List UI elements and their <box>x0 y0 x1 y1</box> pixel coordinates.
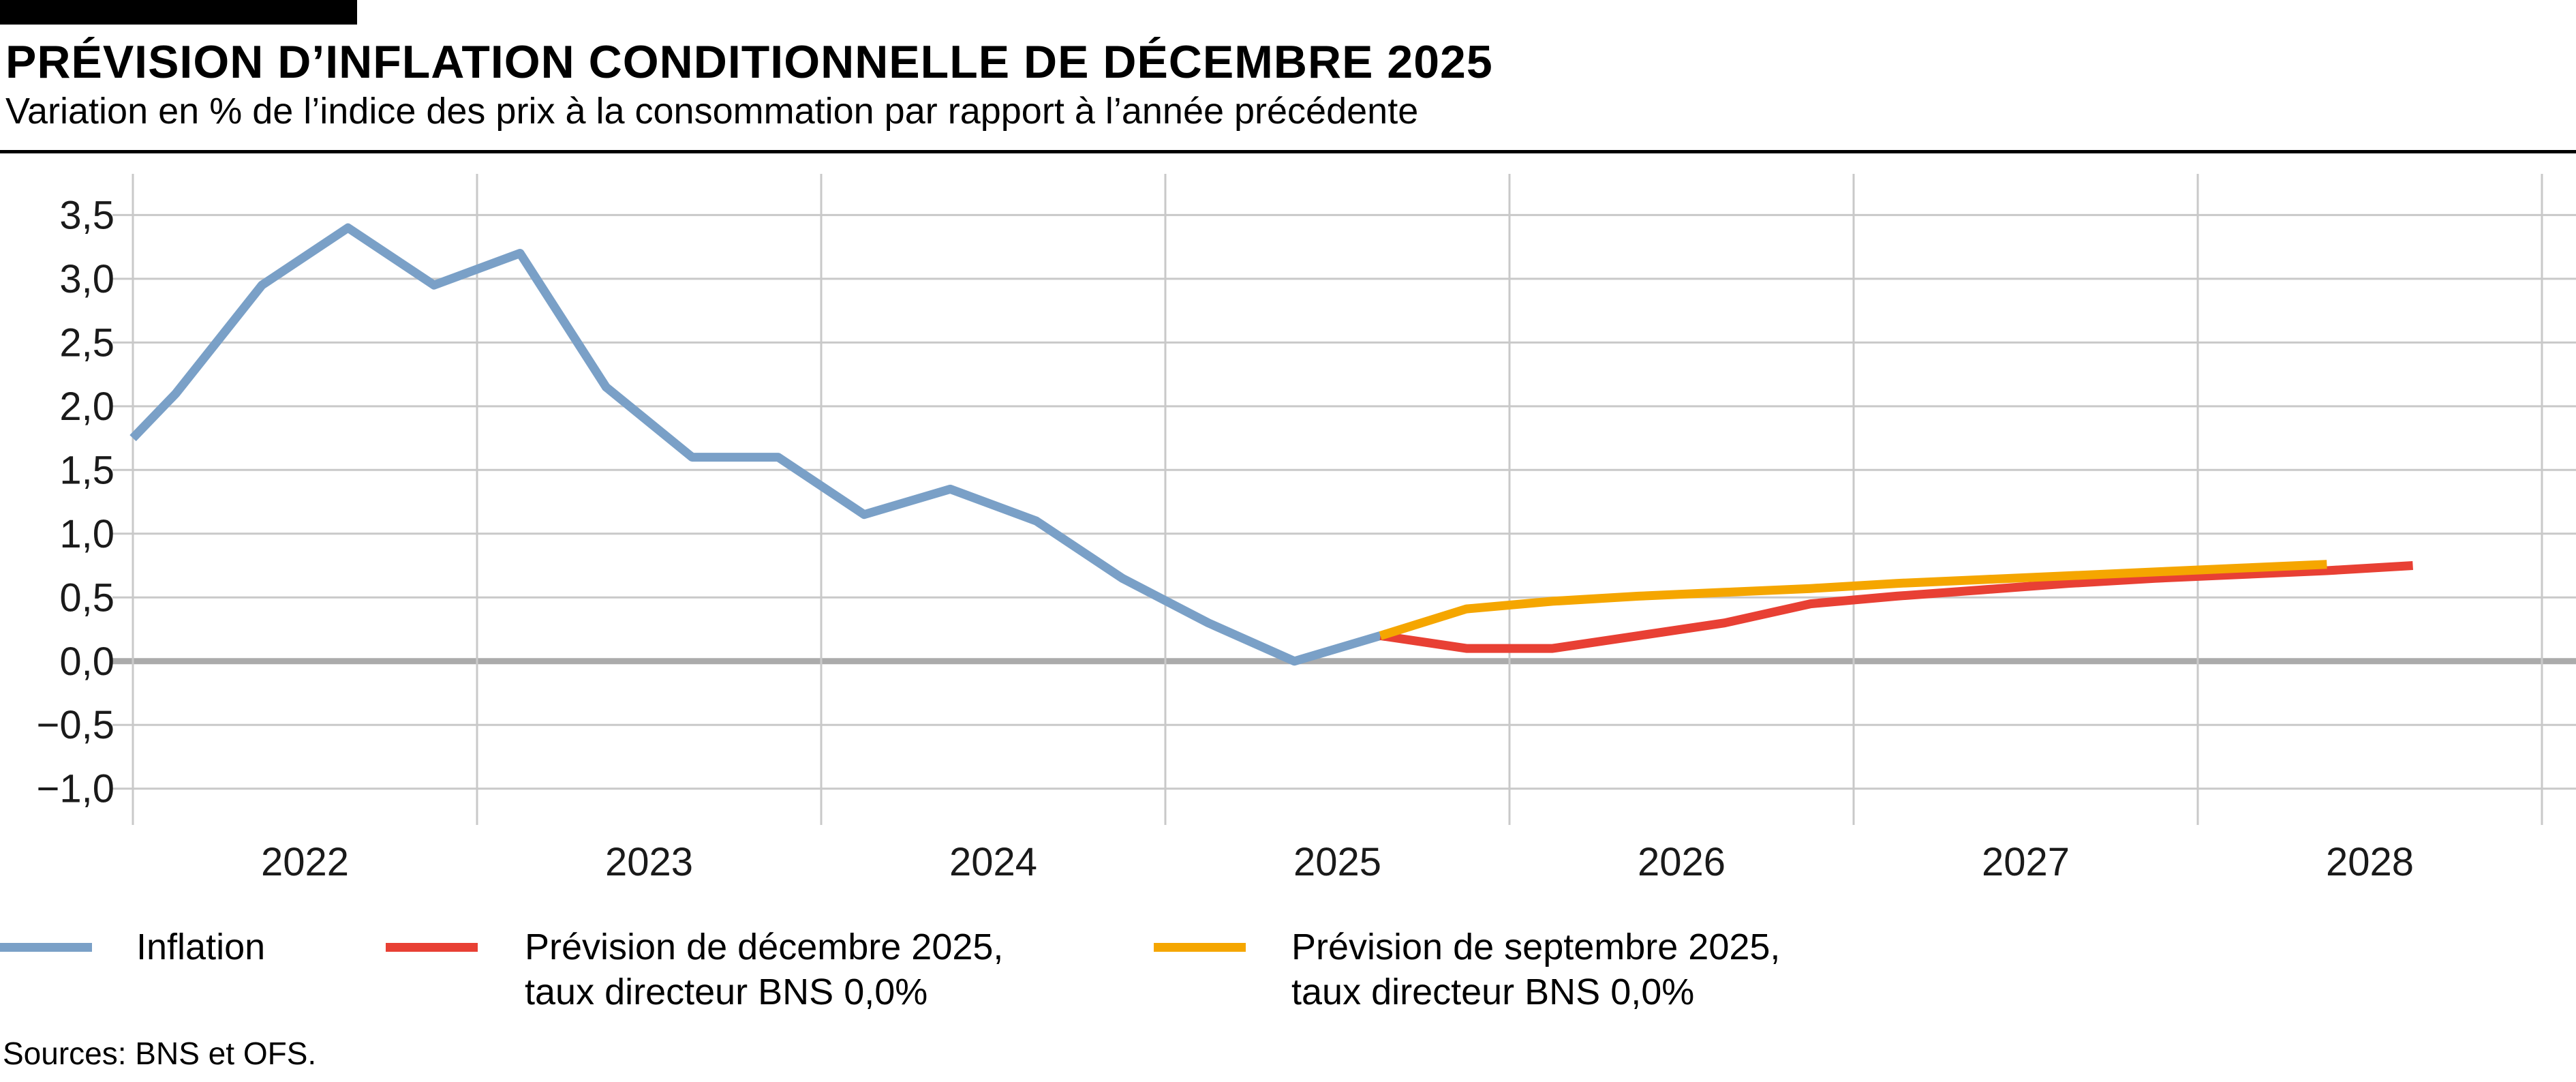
x-tick-label: 2025 <box>1293 840 1381 884</box>
x-tick-label: 2023 <box>605 840 693 884</box>
x-tick-label: 2024 <box>949 840 1037 884</box>
y-axis-tick-labels: 3,5 3,0 2,5 2,0 1,5 1,0 0,5 0,0 −0,5 −1,0 <box>37 193 115 811</box>
x-tick-label: 2026 <box>1638 840 1726 884</box>
y-tick-label: −1,0 <box>37 767 115 811</box>
legend-swatch-forecast-december <box>386 943 478 952</box>
legend-label-line: Inflation <box>136 927 266 967</box>
header-black-bar <box>0 0 357 25</box>
x-axis-tick-labels: 2022 2023 2024 2025 2026 2027 2028 <box>261 840 2414 884</box>
y-tick-label: 3,0 <box>59 257 114 301</box>
page-title: PRÉVISION D’INFLATION CONDITIONNELLE DE … <box>5 36 1493 88</box>
y-tick-label: 1,5 <box>59 448 114 492</box>
sources-note: Sources: BNS et OFS. <box>3 1036 317 1071</box>
y-tick-label: −0,5 <box>37 703 115 747</box>
page-subtitle: Variation en % de l’indice des prix à la… <box>5 91 1419 132</box>
header-rule <box>0 150 2576 153</box>
y-tick-label: 0,0 <box>59 640 114 684</box>
legend-label-line: taux directeur BNS 0,0% <box>525 972 928 1012</box>
series-line-prevision-de-decembre-2025-taux-directeu <box>1379 561 2413 653</box>
series-line-prevision-de-septembre-2025-taux-directe <box>1379 560 2327 640</box>
vertical-gridlines <box>132 174 2543 825</box>
y-tick-label: 3,5 <box>59 193 114 237</box>
x-tick-label: 2022 <box>261 840 349 884</box>
y-tick-label: 2,5 <box>59 320 114 365</box>
y-tick-label: 1,0 <box>59 512 114 556</box>
x-tick-label: 2027 <box>1982 840 2070 884</box>
legend-swatch-forecast-september <box>1154 943 1246 952</box>
legend-label-forecast-december: Prévision de décembre 2025, taux directe… <box>525 925 1003 1015</box>
legend-swatch-inflation <box>0 943 92 952</box>
x-tick-label: 2028 <box>2326 840 2414 884</box>
legend-label-forecast-september: Prévision de septembre 2025, taux direct… <box>1291 925 1780 1015</box>
legend-label-line: Prévision de décembre 2025, <box>525 927 1004 967</box>
y-tick-label: 0,5 <box>59 575 114 620</box>
y-tick-label: 2,0 <box>59 385 114 429</box>
series-line-inflation <box>129 223 1382 666</box>
legend-label-line: Prévision de septembre 2025, <box>1291 927 1781 967</box>
horizontal-gridlines <box>112 213 2576 790</box>
legend-label-line: taux directeur BNS 0,0% <box>1291 972 1695 1012</box>
legend-label-inflation: Inflation <box>136 925 265 970</box>
